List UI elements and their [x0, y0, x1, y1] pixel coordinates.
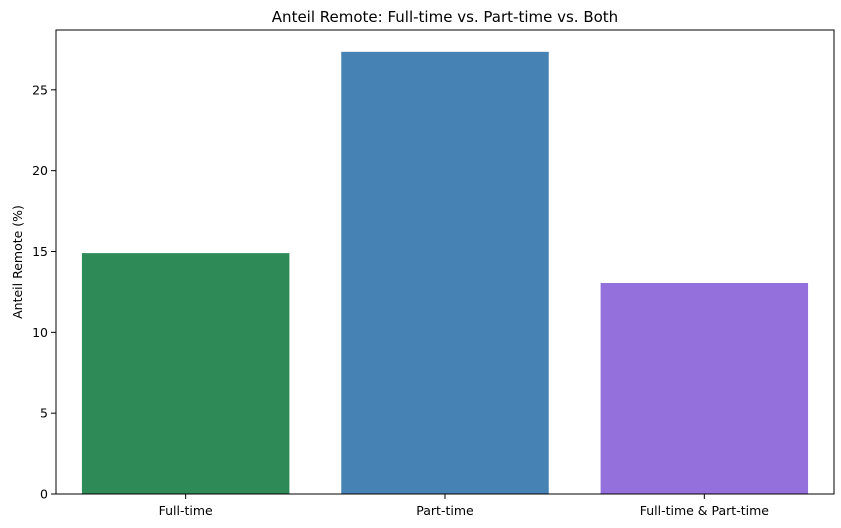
y-axis-label: Anteil Remote (%) [10, 205, 25, 319]
chart-title: Anteil Remote: Full-time vs. Part-time v… [272, 8, 618, 26]
x-tick-label: Full-time & Part-time [640, 503, 770, 518]
y-axis: 0 5 10 15 20 25 [32, 82, 56, 502]
bar-1 [81, 253, 290, 494]
bar-3 [600, 283, 809, 494]
y-tick-label: 0 [40, 487, 48, 502]
y-tick-label: 25 [32, 82, 48, 97]
y-tick-label: 15 [32, 244, 48, 259]
x-tick-label: Full-time [159, 503, 213, 518]
x-tick-label: Part-time [416, 503, 474, 518]
bars-layer [81, 51, 809, 494]
y-tick-label: 5 [40, 406, 48, 421]
y-tick-label: 20 [32, 163, 48, 178]
y-tick-label: 10 [32, 325, 48, 340]
x-axis: Full-time Part-time Full-time & Part-time [159, 494, 770, 518]
bar-2 [341, 51, 549, 494]
